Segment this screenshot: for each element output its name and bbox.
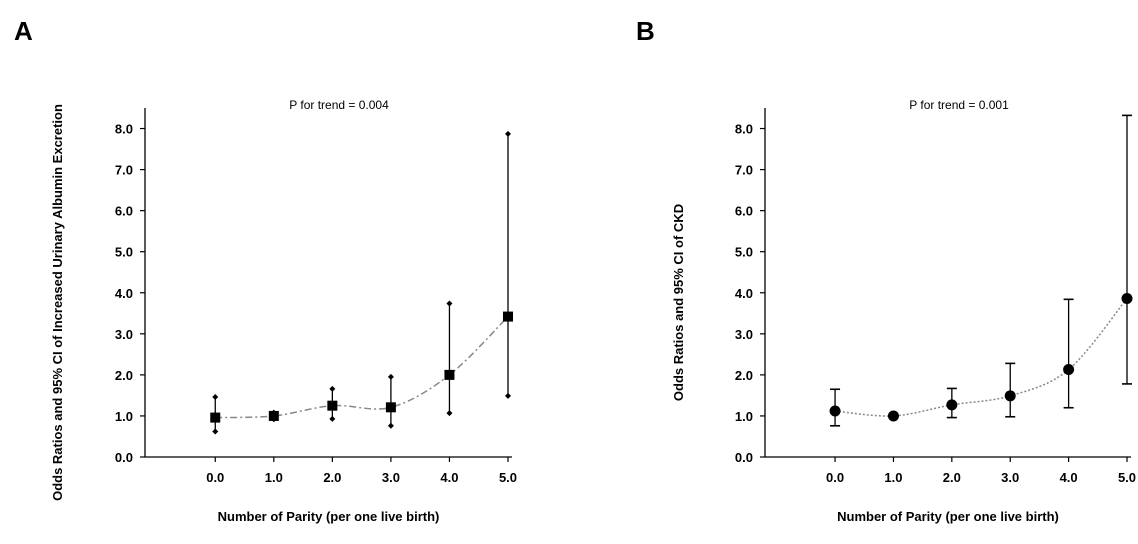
ci-cap-marker bbox=[387, 373, 394, 380]
p-trend-annotation: P for trend = 0.004 bbox=[289, 98, 389, 112]
y-tick-label: 7.0 bbox=[115, 163, 133, 178]
data-point bbox=[946, 399, 958, 411]
panel-b: B 0.0 1.0 2.0 3.0 4.0 5.0 6.0 7.0 8.0 0.0 1.0 2.0 3.0… bbox=[636, 16, 1136, 524]
ci-cap-marker bbox=[505, 392, 511, 399]
data-point bbox=[210, 412, 221, 423]
y-tick-label: 7.0 bbox=[735, 163, 753, 178]
data-point bbox=[268, 410, 279, 421]
y-tick-label: 0.0 bbox=[115, 450, 133, 465]
p-trend-annotation: P for trend = 0.001 bbox=[909, 98, 1009, 112]
x-tick-label: 4.0 bbox=[1060, 470, 1078, 485]
x-tick-label: 3.0 bbox=[382, 470, 400, 485]
ci-cap-marker bbox=[212, 428, 219, 435]
ci-cap-marker bbox=[446, 300, 453, 307]
y-tick-label: 3.0 bbox=[115, 327, 133, 342]
x-tick-label: 2.0 bbox=[323, 470, 341, 485]
ci-cap-marker bbox=[446, 410, 453, 417]
y-tick-label: 8.0 bbox=[115, 122, 133, 137]
data-point bbox=[1063, 364, 1075, 376]
y-tick-label: 3.0 bbox=[735, 327, 753, 342]
x-tick-label: 0.0 bbox=[206, 470, 224, 485]
ci-cap-marker bbox=[387, 422, 394, 429]
data-point bbox=[1004, 390, 1016, 402]
y-tick-label: 5.0 bbox=[115, 245, 133, 260]
panel-letter: B bbox=[636, 16, 655, 46]
y-tick-label: 6.0 bbox=[115, 204, 133, 219]
x-tick-label: 5.0 bbox=[1118, 470, 1136, 485]
y-tick-label: 2.0 bbox=[115, 368, 133, 383]
y-tick-label: 0.0 bbox=[735, 450, 753, 465]
panel-a: A 0.0 1.0 2.0 3.0 4.0 5.0 6.0 7.0 8.0 0.0 1.0 2.0 3.0… bbox=[14, 16, 517, 524]
data-point bbox=[444, 369, 455, 380]
x-tick-label: 5.0 bbox=[499, 470, 517, 485]
x-tick-label: 1.0 bbox=[265, 470, 283, 485]
ci-cap-marker bbox=[329, 385, 336, 392]
data-point bbox=[503, 311, 513, 322]
data-point bbox=[887, 410, 899, 422]
y-tick-label: 4.0 bbox=[115, 286, 133, 301]
ci-cap-marker bbox=[212, 394, 219, 401]
data-point bbox=[385, 402, 396, 413]
y-axis-title: Odds Ratios and 95% CI of CKD bbox=[671, 204, 686, 401]
panel-letter: A bbox=[14, 16, 33, 46]
y-tick-label: 2.0 bbox=[735, 368, 753, 383]
x-tick-label: 4.0 bbox=[440, 470, 458, 485]
x-tick-label: 3.0 bbox=[1001, 470, 1019, 485]
x-tick-label: 1.0 bbox=[884, 470, 902, 485]
data-point bbox=[1121, 293, 1133, 305]
y-tick-label: 1.0 bbox=[115, 409, 133, 424]
ci-cap-marker bbox=[329, 415, 336, 422]
data-point bbox=[829, 405, 841, 417]
x-axis-title: Number of Parity (per one live birth) bbox=[218, 509, 440, 524]
y-tick-label: 1.0 bbox=[735, 409, 753, 424]
x-tick-label: 2.0 bbox=[943, 470, 961, 485]
ci-cap-marker bbox=[505, 130, 511, 137]
data-point bbox=[327, 400, 338, 411]
y-axis-title: Odds Ratios and 95% CI of Increased Urin… bbox=[50, 104, 65, 501]
y-tick-label: 4.0 bbox=[735, 286, 753, 301]
x-tick-label: 0.0 bbox=[826, 470, 844, 485]
y-tick-label: 6.0 bbox=[735, 204, 753, 219]
y-tick-label: 5.0 bbox=[735, 245, 753, 260]
y-tick-label: 8.0 bbox=[735, 122, 753, 137]
x-axis-title: Number of Parity (per one live birth) bbox=[837, 509, 1059, 524]
